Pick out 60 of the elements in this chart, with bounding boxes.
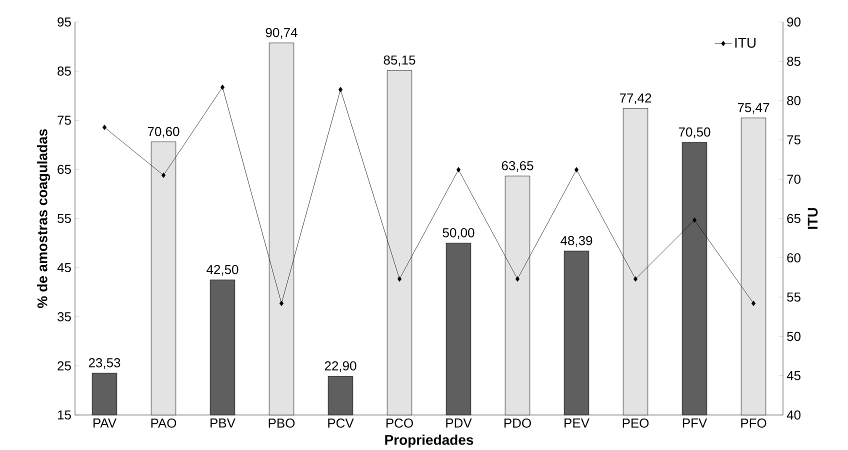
y2-tick-label: 75 <box>787 135 800 144</box>
x-tick-label: PFO <box>741 418 766 428</box>
y-tick-label: 95 <box>58 17 71 27</box>
x-tick-label: PCO <box>386 418 413 428</box>
data-label: 48,39 <box>560 236 592 247</box>
y2-tick-label: 60 <box>787 253 800 262</box>
x-tick-label: PDO <box>504 418 531 428</box>
y2-tick-label: 45 <box>786 371 800 380</box>
point <box>456 167 461 172</box>
y2-tick-label: 65 <box>787 214 800 224</box>
point <box>161 172 166 178</box>
data-label: 90,74 <box>266 28 298 39</box>
y2-tick-label: 70 <box>787 174 800 184</box>
data-label: 70,50 <box>678 127 710 138</box>
point <box>279 300 284 306</box>
point <box>397 276 402 282</box>
y2-tick-label: 50 <box>787 332 800 341</box>
data-label: 22,90 <box>324 361 356 372</box>
point <box>220 84 225 90</box>
x-tick-label: PAV <box>94 418 116 428</box>
data-label: 70,60 <box>148 126 180 138</box>
y2-axis-title: ITU <box>808 208 818 229</box>
data-label: 75,47 <box>738 103 770 114</box>
point <box>751 300 756 306</box>
x-tick-label: PCV <box>328 418 354 428</box>
y2-tick-label: 40 <box>786 410 800 420</box>
x-axis-title: Propriedades <box>385 434 474 448</box>
point <box>515 276 520 282</box>
y-axis-title: % de amostras coaguladas <box>37 129 50 308</box>
x-tick-label: PEV <box>564 418 590 428</box>
y-tick-label: 85 <box>58 66 71 76</box>
data-label: 23,53 <box>88 358 120 369</box>
data-label: 85,15 <box>384 55 416 66</box>
y2-tick-label: 90 <box>787 17 800 27</box>
y2-tick-label: 55 <box>787 292 800 302</box>
y-tick-label: 45 <box>57 263 71 272</box>
x-tick-label: PAO <box>151 418 176 428</box>
y2-tick-label: 80 <box>787 96 800 106</box>
point <box>692 217 697 223</box>
data-label: 50,00 <box>442 228 474 239</box>
y-tick-label: 35 <box>58 312 71 322</box>
y-tick-label: 55 <box>58 214 71 224</box>
point <box>574 167 579 172</box>
y-tick-label: 65 <box>58 164 71 174</box>
legend-label: ITU <box>735 38 756 48</box>
point <box>338 86 343 92</box>
y2-tick-label: 85 <box>787 56 800 66</box>
x-tick-label: PDV <box>446 418 472 428</box>
y-tick-label: 15 <box>58 410 71 420</box>
data-label: 63,65 <box>502 161 534 172</box>
data-label: 77,42 <box>620 93 652 104</box>
point <box>633 276 638 282</box>
point <box>102 124 107 130</box>
x-tick-label: PBO <box>268 418 295 428</box>
x-tick-label: PBV <box>210 418 236 428</box>
y-tick-label: 25 <box>58 361 71 370</box>
x-tick-label: PEO <box>622 418 649 428</box>
y-tick-label: 75 <box>58 116 71 125</box>
x-tick-label: PFV <box>682 418 708 428</box>
data-label: 42,50 <box>206 264 238 276</box>
